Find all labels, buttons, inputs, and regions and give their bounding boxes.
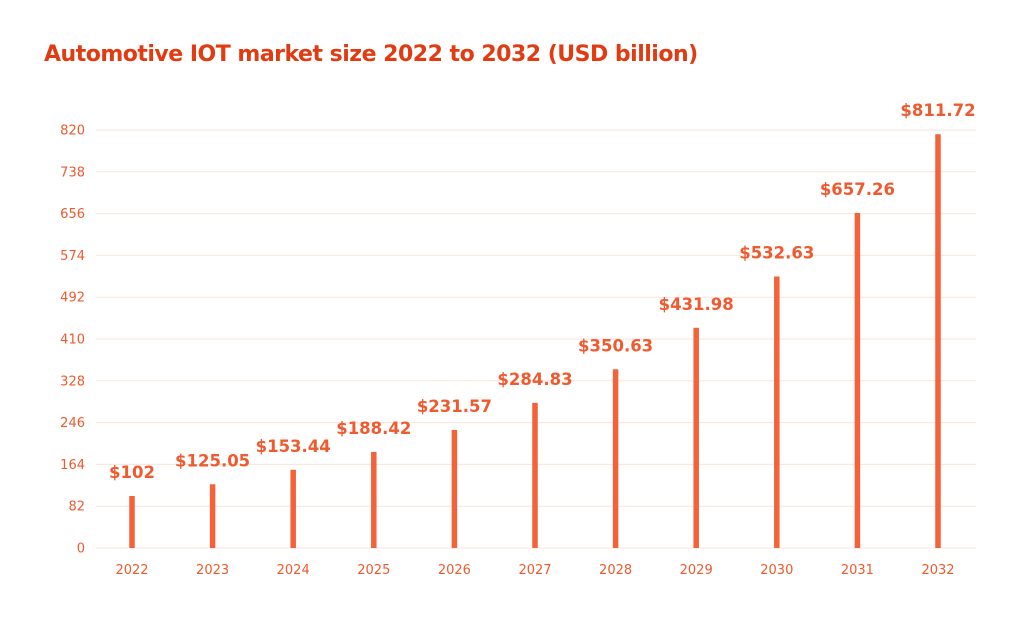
data-label: $811.72 [900,101,975,120]
x-tick-label: 2027 [518,563,551,578]
x-tick-label: 2029 [680,563,713,578]
x-tick-label: 2024 [277,563,310,578]
y-tick-label: 82 [68,500,85,515]
data-label: $350.63 [578,336,653,355]
bar [774,276,780,548]
y-tick-label: 492 [60,291,85,306]
y-tick-label: 656 [60,207,85,222]
data-label: $284.83 [497,370,572,389]
y-tick-label: 820 [60,124,85,139]
data-labels: $102 $125.05 $153.44 $188.42 $231.57 $284.83 $… [109,101,976,482]
bar [693,327,699,548]
x-tick-label: 2026 [438,563,471,578]
y-tick-label: 246 [60,416,85,431]
chart-title: Automotive IOT market size 2022 to 2032 … [44,42,698,67]
y-axis-ticks: 0 82 164 246 328 410 492 574 656 738 820 [60,124,85,557]
x-axis-ticks: 2022 2023 2024 2025 2026 2027 2028 2029 2030 2031… [115,563,954,578]
x-tick-label: 2032 [921,563,954,578]
data-label: $102 [109,463,155,482]
y-tick-label: 164 [60,458,85,473]
data-label: $188.42 [336,419,411,438]
data-label: $431.98 [659,295,734,314]
bar [854,212,861,548]
bar [612,369,619,548]
x-tick-label: 2028 [599,563,632,578]
x-tick-label: 2031 [841,563,874,578]
x-tick-label: 2025 [357,563,390,578]
x-tick-label: 2030 [760,563,793,578]
data-label: $532.63 [739,243,814,262]
y-tick-label: 328 [60,374,85,389]
x-tick-label: 2023 [196,563,229,578]
bar [532,402,538,548]
y-tick-label: 738 [60,165,85,180]
bar [129,496,135,548]
data-label: $657.26 [820,180,895,199]
data-label: $153.44 [256,437,331,456]
data-label: $231.57 [417,397,492,416]
data-label: $125.05 [175,451,250,470]
bars [129,134,941,549]
bar [290,469,296,548]
bar [371,451,377,548]
bar [451,429,458,548]
bar [935,134,941,549]
x-tick-label: 2022 [115,563,148,578]
bar [209,484,216,548]
y-tick-label: 410 [60,333,85,348]
y-tick-label: 0 [77,542,85,557]
y-tick-label: 574 [60,249,85,264]
